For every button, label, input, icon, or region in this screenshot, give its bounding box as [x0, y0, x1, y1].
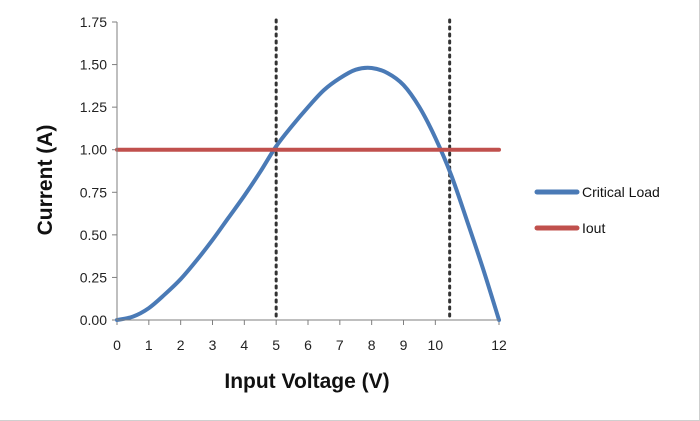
legend: Critical Load Iout	[534, 184, 660, 236]
y-tick-label: 1.25	[80, 99, 107, 115]
x-tick-label: 8	[368, 337, 376, 353]
y-tick-label: 1.50	[80, 57, 107, 73]
x-tick-label: 6	[304, 337, 312, 353]
x-tick-label: 0	[113, 337, 121, 353]
x-tick-label: 3	[209, 337, 217, 353]
y-tick-label: 0.75	[80, 184, 107, 200]
x-tick-label: 9	[400, 337, 408, 353]
x-tick-label: 2	[177, 337, 185, 353]
y-tick-label: 0.25	[80, 269, 107, 285]
x-tick-label: 7	[336, 337, 344, 353]
y-tick-label: 0.50	[80, 227, 107, 243]
reference-lines	[274, 18, 452, 322]
x-axis-title: Input Voltage (V)	[224, 370, 389, 393]
y-axis-ticks: 0.00 0.25 0.50 0.75 1.00 1.25 1.50 1.75	[80, 14, 117, 328]
x-axis-ticks: 0 1 2 3 4 5 6 7 8 9 10 12	[113, 320, 507, 353]
legend-label-critical-load: Critical Load	[582, 184, 660, 200]
x-tick-label: 4	[240, 337, 248, 353]
y-axis-title: Current (A)	[34, 125, 57, 236]
legend-label-iout: Iout	[582, 220, 605, 236]
y-tick-label: 0.00	[80, 312, 107, 328]
x-tick-label: 12	[491, 337, 507, 353]
series-lines	[115, 65, 501, 322]
series-line-critical-load	[115, 65, 501, 322]
x-tick-label: 1	[145, 337, 153, 353]
y-tick-label: 1.75	[80, 14, 107, 30]
x-tick-label: 10	[428, 337, 444, 353]
y-tick-label: 1.00	[80, 142, 107, 158]
x-tick-label: 5	[272, 337, 280, 353]
